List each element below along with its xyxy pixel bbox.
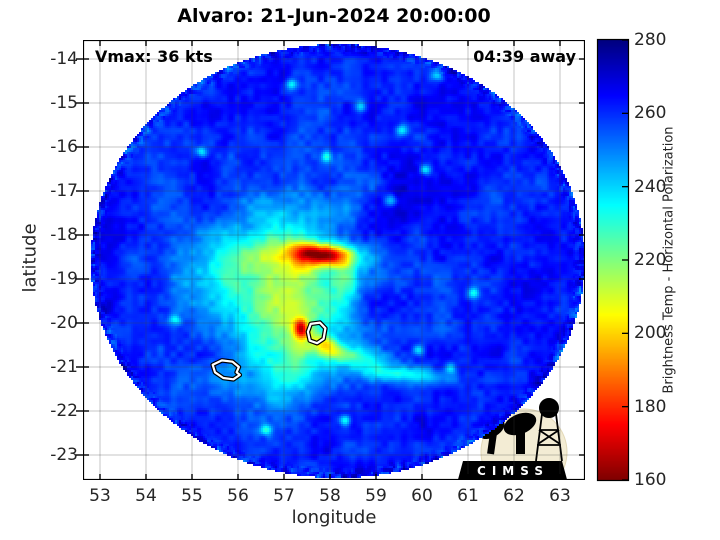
x-axis-label: longitude <box>291 507 377 528</box>
y-tick-label: -16 <box>50 137 78 157</box>
y-tick-label: -15 <box>50 93 78 113</box>
colorbar-tick-label: 280 <box>634 30 667 50</box>
x-tick-label: 55 <box>181 486 203 506</box>
x-tick-label: 53 <box>89 486 111 506</box>
eta-label: 04:39 away <box>473 47 576 66</box>
colorbar-gradient <box>598 40 628 480</box>
vmax-label: Vmax: 36 kts <box>95 47 213 66</box>
colorbar-tick-label: 180 <box>634 396 667 417</box>
y-tick-label: -21 <box>50 357 78 377</box>
chart-title: Alvaro: 21-Jun-2024 20:00:00 <box>177 5 491 27</box>
coastline-mauritius-inner <box>306 321 327 345</box>
colorbar <box>598 40 628 480</box>
storm-heatmap <box>83 40 585 480</box>
x-tick-label: 63 <box>549 486 571 506</box>
x-tick-label: 58 <box>319 486 341 506</box>
y-tick-label: -14 <box>50 49 78 69</box>
y-tick-label: -20 <box>50 313 78 333</box>
x-tick-label: 59 <box>365 486 387 506</box>
x-tick-label: 57 <box>273 486 295 506</box>
colorbar-label: Brightness Temp - Horizontal Polarizatio… <box>661 126 677 394</box>
colorbar-tick-label: 160 <box>634 470 667 490</box>
coastline-reunion-inner <box>211 359 241 381</box>
x-tick-label: 54 <box>135 486 157 506</box>
colorbar-tick-label: 220 <box>634 250 667 270</box>
plot-area: CIMSS Vmax: 36 kts 04:39 away <box>83 40 585 480</box>
y-tick-label: -19 <box>50 269 78 289</box>
axis-box <box>83 40 585 480</box>
y-tick-label: -23 <box>50 445 78 465</box>
grid-layer <box>83 40 585 480</box>
x-tick-label: 60 <box>411 486 433 506</box>
colorbar-tick-label: 260 <box>634 103 667 124</box>
y-tick-label: -17 <box>50 181 78 201</box>
x-tick-label: 62 <box>503 486 525 506</box>
colorbar-tick-label: 200 <box>634 323 667 344</box>
x-tick-label: 61 <box>457 486 479 506</box>
y-tick-label: -18 <box>50 225 78 245</box>
x-tick-label: 56 <box>227 486 249 506</box>
y-tick-label: -22 <box>50 401 78 421</box>
y-axis-label: latitude <box>19 223 41 293</box>
colorbar-tick-label: 240 <box>634 176 667 197</box>
